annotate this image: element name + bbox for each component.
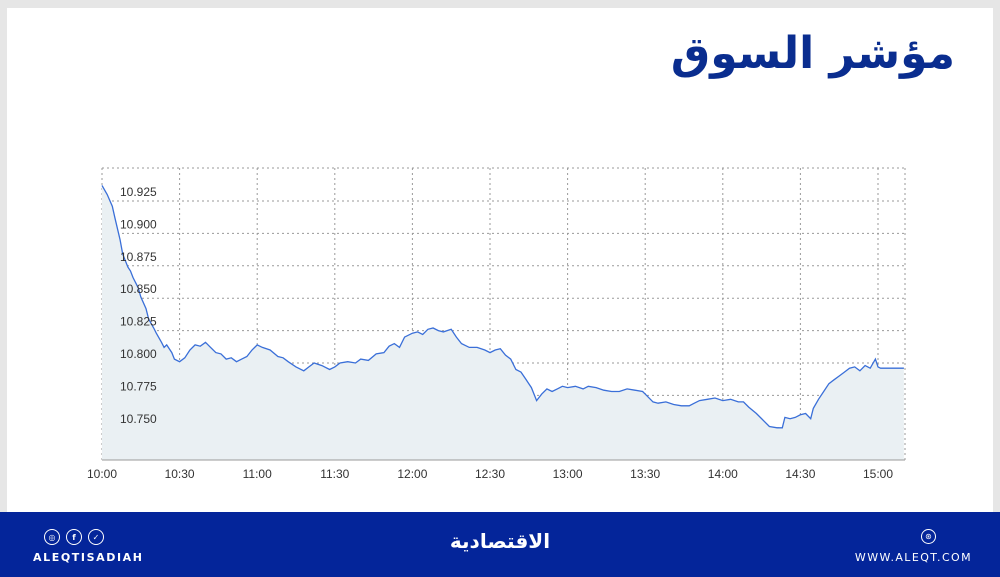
y-axis-ticks: 10.925 10.900 10.875 10.850 10.825 10.800 10.7…	[120, 185, 157, 426]
social-icons: ◎ f ✓	[44, 529, 104, 545]
x-tick-label: 11:30	[320, 467, 349, 481]
x-tick-label: 12:00	[397, 467, 427, 481]
y-tick-label: 10.825	[120, 315, 157, 329]
y-tick-label: 10.925	[120, 185, 157, 199]
y-tick-label: 10.800	[120, 347, 157, 361]
x-tick-label: 13:00	[553, 467, 583, 481]
x-tick-label: 14:30	[785, 467, 815, 481]
x-tick-label: 10:30	[165, 467, 195, 481]
website-link[interactable]: WWW.ALEQT.COM	[854, 551, 972, 564]
x-tick-label: 15:00	[863, 467, 893, 481]
globe-icon: ⊛	[921, 529, 936, 544]
y-tick-label: 10.775	[120, 379, 157, 393]
facebook-icon[interactable]: f	[66, 529, 82, 545]
area-fill	[102, 185, 904, 460]
x-tick-label: 14:00	[708, 467, 738, 481]
brand-logo: الاقتصادية	[449, 529, 551, 553]
x-tick-label: 11:00	[243, 467, 272, 481]
x-tick-label: 13:30	[630, 467, 660, 481]
chart-title: مؤشر السوق	[670, 28, 955, 79]
y-tick-label: 10.900	[120, 217, 157, 231]
x-axis-ticks: 10:00 10:30 11:00 11:30 12:00 12:30 13:00 13:30…	[87, 467, 893, 481]
x-tick-label: 10:00	[87, 467, 117, 481]
index-line	[101, 185, 904, 429]
twitter-icon[interactable]: ✓	[88, 529, 104, 545]
y-tick-label: 10.750	[120, 412, 157, 426]
instagram-icon[interactable]: ◎	[44, 529, 60, 545]
market-index-chart: 10.925 10.900 10.875 10.850 10.825 10.800 10.7…	[87, 167, 906, 481]
social-handle: ALEQTISADIAH	[33, 551, 144, 564]
y-tick-label: 10.850	[120, 282, 157, 296]
x-tick-label: 12:30	[475, 467, 505, 481]
footer: ◎ f ✓ ALEQTISADIAH الاقتصادية ⊛ WWW.ALEQ…	[0, 512, 1000, 577]
y-tick-label: 10.875	[120, 250, 157, 264]
